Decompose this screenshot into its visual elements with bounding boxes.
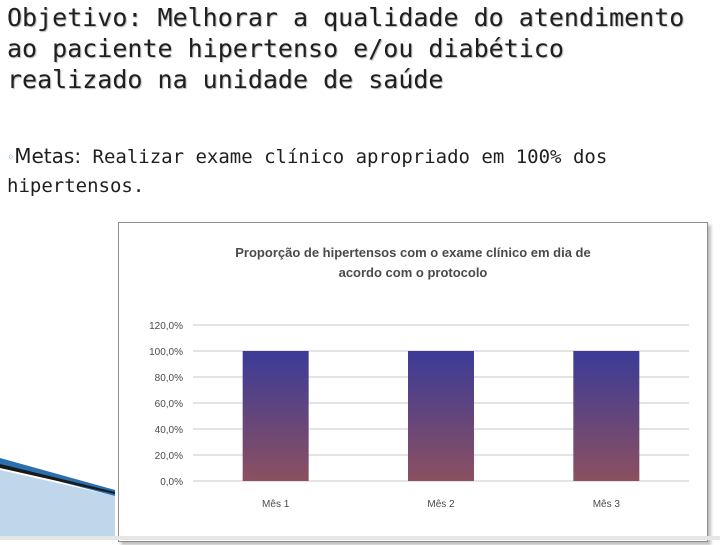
bullet-marker-icon: ◦ — [7, 150, 15, 164]
bar-chart: Proporção de hipertensos com o exame clí… — [149, 245, 689, 510]
chart-title-line: acordo com o protocolo — [339, 265, 488, 280]
chart-title-line: Proporção de hipertensos com o exame clí… — [235, 245, 590, 260]
y-tick-label: 60,0% — [155, 399, 183, 410]
y-tick-label: 20,0% — [155, 451, 183, 462]
chart-frame: Proporção de hipertensos com o exame clí… — [118, 222, 708, 542]
y-tick-label: 120,0% — [149, 321, 183, 332]
y-tick-label: 0,0% — [160, 477, 183, 488]
slide-title: Objetivo: Melhorar a qualidade do atendi… — [7, 3, 685, 94]
bar — [408, 351, 474, 481]
bar — [573, 351, 640, 481]
bullet-label: Metas: — [14, 144, 82, 168]
x-tick-label: Mês 1 — [262, 499, 290, 510]
x-tick-label: Mês 2 — [427, 499, 455, 510]
bottom-strip — [0, 536, 720, 540]
corner-decoration — [0, 458, 115, 540]
goal-bullet: ◦Metas: Realizar exame clínico apropriad… — [7, 142, 707, 201]
y-tick-label: 40,0% — [155, 425, 183, 436]
decor-stripe-dark — [0, 464, 115, 494]
y-tick-label: 80,0% — [155, 373, 183, 384]
y-tick-label: 100,0% — [149, 347, 183, 358]
x-tick-label: Mês 3 — [593, 499, 621, 510]
decor-shade — [0, 470, 115, 540]
bar — [242, 351, 309, 481]
bullet-text: Realizar exame clínico apropriado em 100… — [7, 146, 608, 197]
